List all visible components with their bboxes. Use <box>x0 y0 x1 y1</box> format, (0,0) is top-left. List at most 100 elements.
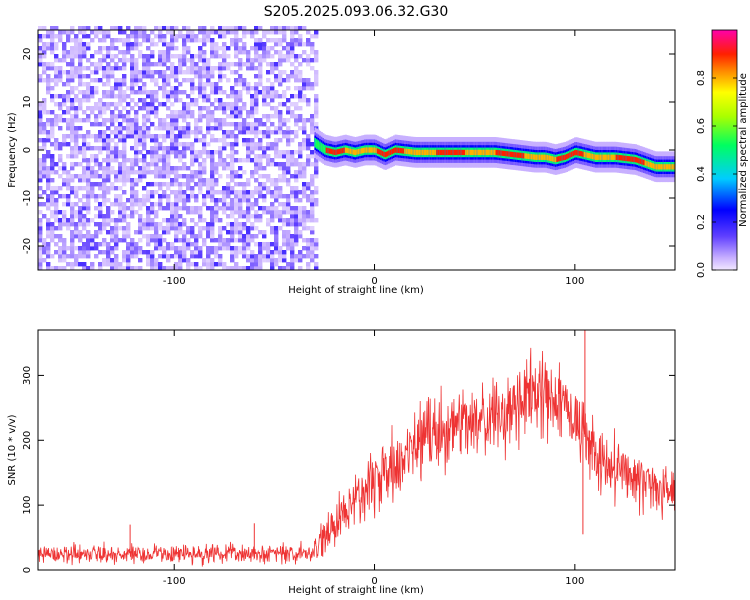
spectrogram-cell <box>214 170 219 175</box>
spectrogram-cell <box>134 162 139 167</box>
spectrogram-cell <box>262 102 267 107</box>
spectrogram-cell <box>198 54 203 59</box>
spectrogram-cell <box>310 34 315 39</box>
spectrogram-cell <box>230 174 235 179</box>
spectrogram-cell <box>122 190 127 195</box>
spectrogram-cell <box>202 146 207 151</box>
spectrogram-cell <box>78 234 83 239</box>
spectrogram-cell <box>78 58 83 63</box>
spectrogram-cell <box>146 222 151 227</box>
spectrogram-cell <box>102 202 107 207</box>
spectrogram-ridge-cell <box>590 153 593 159</box>
spectrogram-cell <box>114 126 119 131</box>
spectrogram-cell <box>274 62 279 67</box>
spectrogram-cell <box>306 242 311 247</box>
spectrogram-cell <box>226 222 231 227</box>
spectrogram-cell <box>234 34 239 39</box>
spectrogram-ridge-cell <box>668 164 671 170</box>
spectrogram-cell <box>302 122 307 127</box>
spectrogram-ridge-cell <box>417 149 419 156</box>
spectrogram-cell <box>70 146 75 151</box>
spectrogram-cell <box>170 218 175 223</box>
spectrogram-cell <box>134 46 139 51</box>
spectrogram-cell <box>246 150 251 155</box>
spectrogram-cell <box>226 134 231 139</box>
spectrogram-cell <box>254 66 259 71</box>
spectrogram-cell <box>154 226 159 231</box>
spectrogram-cell <box>130 266 135 271</box>
spectrogram-cell <box>70 222 75 227</box>
spectrogram-cell <box>270 46 275 51</box>
spectrogram-cell <box>74 258 79 263</box>
spectrogram-cell <box>102 54 107 59</box>
spectrogram-ridge-cell <box>508 151 511 157</box>
spectrogram-cell <box>166 218 171 223</box>
spectrogram-cell <box>106 214 111 219</box>
spectrogram-cell <box>154 126 159 131</box>
spectrogram-cell <box>74 186 79 191</box>
spectrogram-cell <box>130 82 135 87</box>
spectrogram-cell <box>182 246 187 251</box>
spectrogram-cell <box>282 58 287 63</box>
spectrogram-cell <box>262 174 267 179</box>
spectrogram-cell <box>66 110 71 115</box>
spectrogram-cell <box>174 118 179 123</box>
spectrogram-cell <box>218 34 223 39</box>
spectrogram-cell <box>158 30 163 35</box>
spectrogram-cell <box>178 150 183 155</box>
spectrogram-ridge-cell <box>638 158 641 164</box>
spectrogram-cell <box>262 30 267 35</box>
spectrogram-cell <box>270 230 275 235</box>
spectrogram-cell <box>230 166 235 171</box>
spectrogram-cell <box>294 94 299 99</box>
spectrogram-cell <box>202 238 207 243</box>
spectrogram-cell <box>198 254 203 259</box>
spectrogram-cell <box>114 158 119 163</box>
spectrogram-cell <box>50 46 55 51</box>
spectrogram-cell <box>114 178 119 183</box>
spectrogram-cell <box>286 42 291 47</box>
spectrogram-cell <box>222 146 227 151</box>
spectrogram-cell <box>178 166 183 171</box>
spectrogram-cell <box>38 162 43 167</box>
spectrogram-cell <box>38 262 43 267</box>
spectrogram-cell <box>238 38 243 43</box>
spectrogram-cell <box>302 186 307 191</box>
spectrogram-cell <box>214 138 219 143</box>
spectrogram-cell <box>218 146 223 151</box>
spectrogram-cell <box>178 214 183 219</box>
spectrogram-cell <box>70 86 75 91</box>
spectrogram-cell <box>234 54 239 59</box>
spectrogram-cell <box>274 94 279 99</box>
spectrogram-cell <box>98 30 103 35</box>
spectrogram-cell <box>270 162 275 167</box>
spectrogram-cell <box>82 110 87 115</box>
spectrogram-cell <box>166 186 171 191</box>
spectrogram-cell <box>114 142 119 147</box>
spectrogram-cell <box>98 150 103 155</box>
spectrogram-ridge-cell <box>333 149 336 155</box>
spectrogram-cell <box>130 146 135 151</box>
spectrogram-cell <box>150 254 155 259</box>
spectrogram-cell <box>50 122 55 127</box>
spectrogram-cell <box>270 90 275 95</box>
spectrogram-cell <box>278 82 283 87</box>
spectrogram-cell <box>198 30 203 35</box>
spectrogram-cell <box>178 30 183 35</box>
spectrogram-cell <box>194 206 199 211</box>
spectrogram-cell <box>274 138 279 143</box>
spectrogram-cell <box>42 214 47 219</box>
spectrogram-cell <box>202 218 207 223</box>
spectrogram-cell <box>114 258 119 263</box>
spectrogram-cell <box>182 190 187 195</box>
spectrogram-cell <box>38 50 43 55</box>
spectrogram-cell <box>286 162 291 167</box>
spectrogram-cell <box>50 238 55 243</box>
spectrogram-cell <box>178 62 183 67</box>
spectrogram-cell <box>46 170 51 175</box>
spectrogram-cell <box>278 74 283 79</box>
spectrogram-cell <box>142 250 147 255</box>
spectrogram-cell <box>202 54 207 59</box>
spectrogram-cell <box>226 62 231 67</box>
